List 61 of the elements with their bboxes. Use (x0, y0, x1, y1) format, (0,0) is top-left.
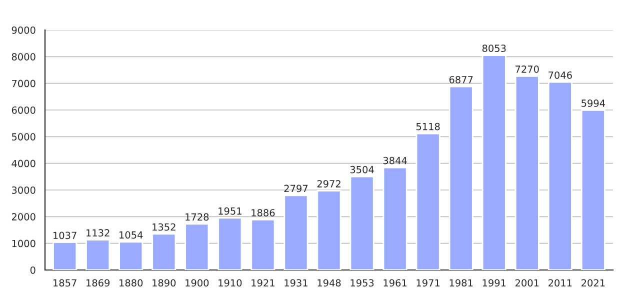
bar (52, 242, 78, 270)
data-label: 3504 (350, 166, 374, 174)
bar (350, 176, 374, 270)
bar (482, 54, 506, 270)
x-tick-label: 1869 (86, 279, 110, 287)
bar (284, 194, 308, 270)
x-tick-label: 1991 (482, 279, 506, 287)
y-tick-label: 0 (30, 266, 36, 274)
x-tick-label: 1931 (284, 279, 308, 287)
data-label: 6877 (449, 76, 473, 84)
x-tick-label: 1900 (186, 279, 209, 287)
data-label: 2972 (317, 180, 340, 188)
bar (184, 223, 210, 270)
x-tick-label: 2001 (515, 279, 539, 287)
data-label: 2797 (284, 184, 308, 192)
x-tick-label: 1890 (152, 279, 176, 287)
bar (316, 190, 342, 270)
x-tick-label: 1971 (416, 279, 440, 287)
data-label: 1352 (152, 223, 176, 231)
x-tick-label: 2021 (582, 279, 605, 287)
bar (514, 75, 540, 270)
bar (250, 219, 276, 270)
data-label: 1037 (54, 232, 76, 240)
bar (416, 132, 440, 270)
bar (548, 81, 572, 270)
y-tick-label: 9000 (12, 26, 36, 34)
x-tick-label: 1948 (318, 279, 341, 287)
bar (448, 86, 474, 270)
data-label: 1951 (218, 207, 242, 215)
data-label: 1728 (186, 213, 209, 221)
x-tick-label: 1910 (218, 279, 242, 287)
data-label: 1054 (120, 231, 143, 239)
bar (152, 233, 176, 270)
data-label: 5118 (416, 122, 440, 130)
y-tick-label: 6000 (12, 106, 36, 114)
x-tick-label: 1981 (450, 279, 473, 287)
x-tick-label: 1953 (350, 279, 374, 287)
x-tick-label: 1880 (120, 279, 143, 287)
data-label: 3844 (383, 156, 407, 164)
data-label: 5994 (582, 100, 606, 107)
y-tick-label: 2000 (12, 213, 36, 220)
y-tick-label: 1000 (12, 240, 36, 248)
data-label: 7270 (516, 66, 539, 73)
x-tick-label: 1961 (384, 279, 407, 287)
x-tick-label: 2011 (548, 279, 572, 287)
y-tick-label: 8000 (12, 53, 36, 60)
bar (580, 109, 606, 270)
data-label: 1886 (252, 209, 275, 216)
y-tick-label: 4000 (12, 160, 36, 168)
data-label: 1132 (86, 229, 110, 237)
x-tick-label: 1921 (252, 279, 274, 287)
y-tick-label: 5000 (12, 133, 36, 140)
bar (218, 217, 242, 270)
bar (86, 239, 110, 270)
y-tick-label: 7000 (12, 80, 36, 88)
y-tick-label: 3000 (12, 186, 36, 194)
x-tick-label: 1857 (54, 279, 76, 287)
data-label: 7046 (548, 71, 572, 79)
bar (118, 241, 144, 270)
bar (382, 166, 408, 270)
data-label: 8053 (482, 44, 506, 52)
